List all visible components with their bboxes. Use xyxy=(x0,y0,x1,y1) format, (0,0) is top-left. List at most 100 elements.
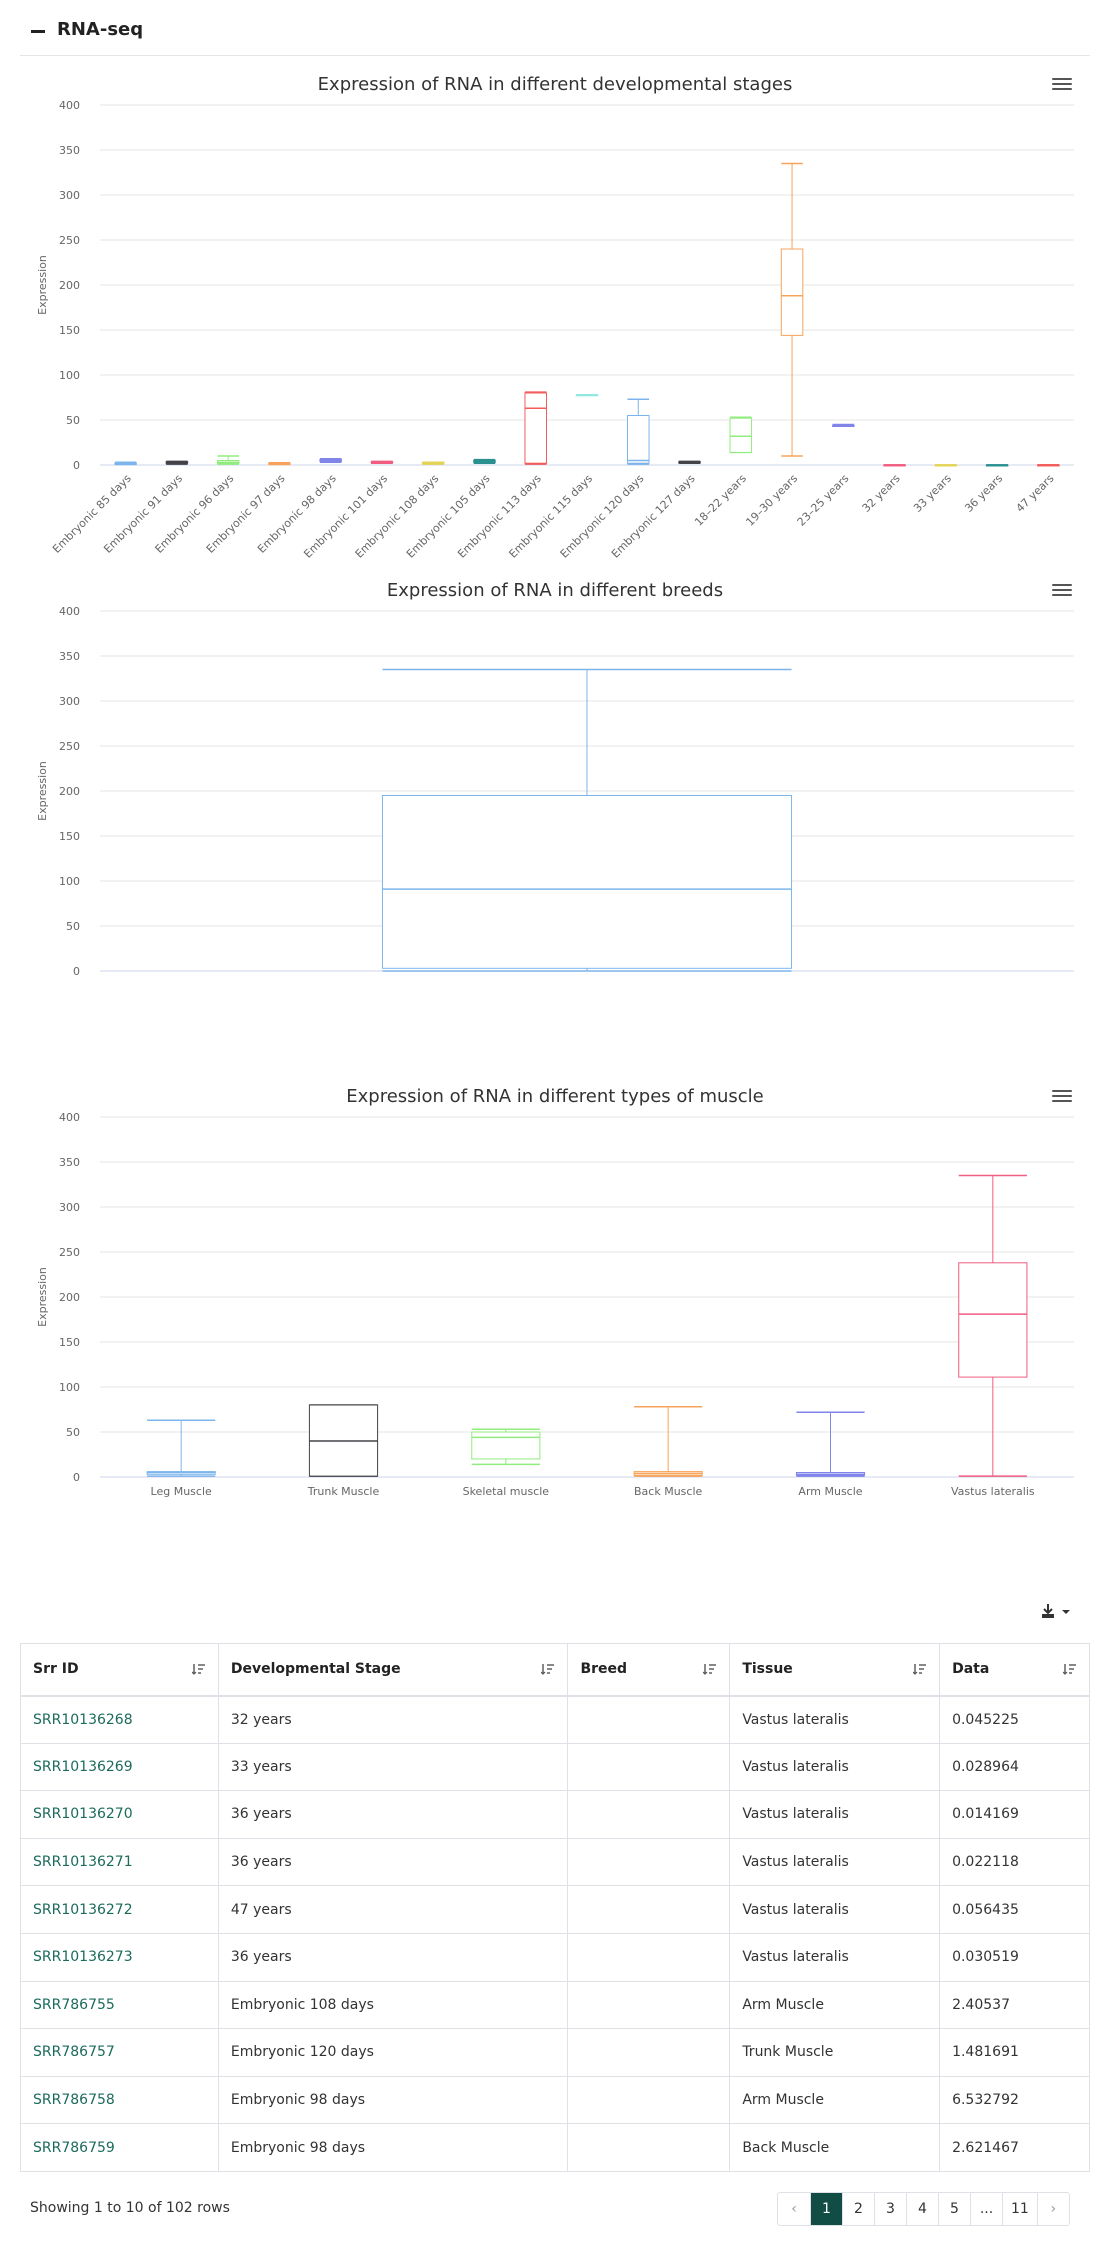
section-header[interactable]: RNA-seq xyxy=(20,14,1090,56)
srr-id-link[interactable]: SRR10136272 xyxy=(33,1901,133,1918)
srr-id-link[interactable]: SRR786758 xyxy=(33,2092,115,2109)
page-button[interactable]: 3 xyxy=(874,2193,906,2225)
box-1[interactable] xyxy=(308,1404,379,1477)
box-2[interactable] xyxy=(471,1428,541,1466)
table-cell[interactable]: SRR10136268 xyxy=(20,1695,219,1744)
y-tick-label: 100 xyxy=(59,369,80,382)
table-cell[interactable]: SRR786759 xyxy=(20,2123,219,2172)
prev-page-button[interactable]: ‹ xyxy=(791,2201,797,2217)
table-cell[interactable]: SRR10136272 xyxy=(20,1885,219,1934)
x-tick-label: Back Muscle xyxy=(634,1485,702,1498)
pagination-info: Showing 1 to 10 of 102 rows xyxy=(30,2200,230,2216)
box-4[interactable] xyxy=(319,457,342,464)
chart-svg: Expression of RNA in different types of … xyxy=(36,1086,1074,1498)
box-4[interactable] xyxy=(795,1411,866,1477)
box-14[interactable] xyxy=(832,423,855,428)
srr-id-link[interactable]: SRR10136269 xyxy=(33,1758,133,1775)
box-9[interactable] xyxy=(575,394,599,397)
box-17[interactable] xyxy=(985,464,1009,467)
download-icon[interactable] xyxy=(1040,1600,1076,1624)
table-cell xyxy=(567,1790,731,1839)
table-cell[interactable]: SRR10136269 xyxy=(20,1742,219,1792)
srr-id-link[interactable]: SRR786755 xyxy=(33,1996,115,2013)
table-cell xyxy=(567,2123,731,2172)
y-tick-label: 0 xyxy=(73,459,80,472)
column-header[interactable]: Breed xyxy=(567,1643,731,1697)
srr-id-link[interactable]: SRR786757 xyxy=(33,2044,115,2061)
page-button[interactable]: 1 xyxy=(810,2193,842,2225)
table-cell[interactable]: SRR10136273 xyxy=(20,1932,219,1982)
table-cell: 36 years xyxy=(217,1837,569,1887)
srr-id-link[interactable]: SRR10136271 xyxy=(33,1854,133,1871)
chart-menu-icon[interactable] xyxy=(1052,75,1072,95)
box-rect xyxy=(524,392,548,464)
table-cell: 0.045225 xyxy=(939,1695,1090,1744)
srr-id-link[interactable]: SRR10136273 xyxy=(33,1949,133,1966)
page-button[interactable]: 4 xyxy=(906,2193,938,2225)
box-3[interactable] xyxy=(633,1406,703,1477)
next-page-button[interactable]: › xyxy=(1036,2193,1069,2225)
box-0[interactable] xyxy=(114,461,137,466)
box-1[interactable] xyxy=(165,460,189,465)
box-16[interactable] xyxy=(934,464,958,467)
y-tick-label: 300 xyxy=(59,189,80,202)
box-0[interactable] xyxy=(146,1419,216,1477)
table-cell[interactable]: SRR10136271 xyxy=(20,1837,219,1887)
box-7[interactable] xyxy=(473,458,496,464)
column-header-label: Srr ID xyxy=(33,1661,79,1678)
box-2[interactable] xyxy=(216,455,240,465)
table-row: SRR10136270 36 years Vastus lateralis 0.014… xyxy=(20,1790,1090,1839)
column-header[interactable]: Developmental Stage xyxy=(217,1643,569,1697)
y-tick-label: 400 xyxy=(59,605,80,618)
page-button[interactable]: 5 xyxy=(938,2193,970,2225)
y-axis-label: Expression xyxy=(36,255,49,315)
page-button[interactable]: 2 xyxy=(842,2193,874,2225)
sort-icon[interactable] xyxy=(1063,1663,1077,1675)
box-12[interactable] xyxy=(729,416,753,454)
table-cell xyxy=(567,1837,731,1887)
table-cell[interactable]: SRR786755 xyxy=(20,1980,219,2030)
column-header[interactable]: Srr ID xyxy=(20,1643,219,1697)
srr-id-link[interactable]: SRR10136270 xyxy=(33,1806,133,1823)
y-tick-label: 50 xyxy=(66,414,80,427)
page-button[interactable]: 11 xyxy=(1002,2193,1037,2225)
srr-id-link[interactable]: SRR786759 xyxy=(33,2139,115,2156)
table-cell: 0.056435 xyxy=(939,1885,1090,1934)
box-0[interactable] xyxy=(381,668,793,972)
table-cell[interactable]: SRR10136270 xyxy=(20,1790,219,1839)
box-5[interactable] xyxy=(958,1174,1028,1477)
table-cell: Trunk Muscle xyxy=(729,2028,941,2077)
page-button[interactable]: ... xyxy=(970,2193,1002,2225)
column-header[interactable]: Data xyxy=(939,1643,1090,1697)
chart-svg: Expression of RNA in different developme… xyxy=(36,74,1074,561)
download-button[interactable] xyxy=(1040,1600,1076,1624)
box-3[interactable] xyxy=(268,462,291,466)
table-cell[interactable]: SRR786758 xyxy=(20,2075,219,2125)
box-13[interactable] xyxy=(780,162,804,457)
chart-menu-icon[interactable] xyxy=(1052,581,1072,601)
sort-icon[interactable] xyxy=(541,1663,555,1675)
box-10[interactable] xyxy=(626,398,650,465)
sort-icon[interactable] xyxy=(191,1663,206,1675)
table-cell: 47 years xyxy=(217,1885,569,1934)
box-15[interactable] xyxy=(883,464,906,467)
minus-icon[interactable] xyxy=(31,30,45,33)
stages-chart: Expression of RNA in different developme… xyxy=(20,60,1090,561)
box-5[interactable] xyxy=(370,460,394,464)
table-cell: Embryonic 120 days xyxy=(217,2028,569,2077)
sort-icon[interactable] xyxy=(913,1663,927,1675)
chart-svg: Expression of RNA in different breeds Exp… xyxy=(36,580,1074,978)
box-8[interactable] xyxy=(524,391,548,465)
table-cell: 0.028964 xyxy=(939,1742,1090,1792)
srr-id-link[interactable]: SRR10136268 xyxy=(33,1711,133,1728)
sort-icon[interactable] xyxy=(703,1663,717,1675)
box-6[interactable] xyxy=(421,461,445,465)
box-18[interactable] xyxy=(1037,464,1060,467)
y-tick-label: 400 xyxy=(59,1111,80,1124)
table-cell[interactable]: SRR786757 xyxy=(20,2028,219,2077)
column-header[interactable]: Tissue xyxy=(729,1643,941,1697)
box-11[interactable] xyxy=(678,460,701,464)
x-tick-label: Embryonic 120 days xyxy=(558,472,647,561)
chart-menu-icon[interactable] xyxy=(1052,1087,1072,1107)
table-cell: Embryonic 98 days xyxy=(217,2075,569,2125)
